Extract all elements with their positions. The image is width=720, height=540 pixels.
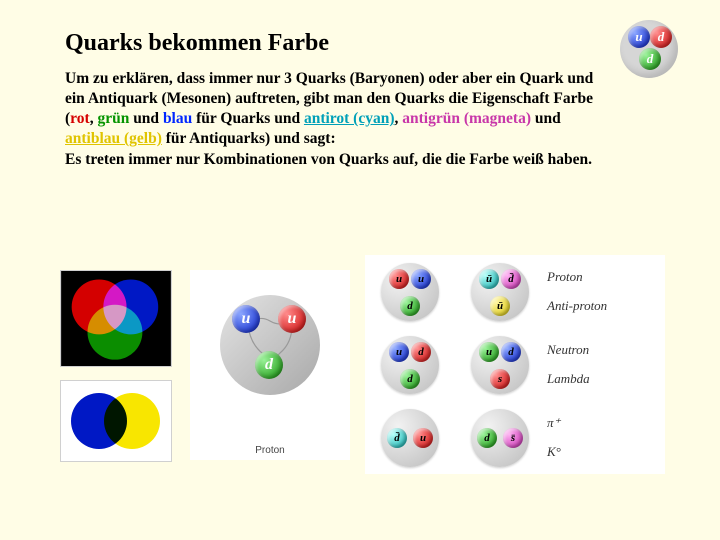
explanation-paragraph: Um zu erklären, dass immer nur 3 Quarks … (65, 69, 670, 170)
color-gruen: grün (97, 110, 129, 127)
text: für Quarks und (192, 110, 304, 127)
particle-label-col: Proton Anti-proton (545, 263, 607, 321)
particle-cell: uud (365, 263, 455, 321)
proton-quark: u (278, 305, 306, 333)
venn-by-svg (61, 381, 171, 461)
venn-rgb-svg (61, 271, 171, 366)
quark-mini: u (413, 428, 433, 448)
grid-row: d̄ u d s̄ π⁺ K° (365, 401, 665, 474)
text: für Antiquarks) und sagt: (162, 130, 336, 147)
quark-mini: d (400, 296, 420, 316)
particle-cell: ūd̄ū (455, 263, 545, 321)
corner-particle-icon: udd (620, 20, 680, 80)
proton-panel: uud Proton (190, 270, 350, 460)
quark-mini: d̄ (501, 269, 521, 289)
proton-sphere: uud (220, 295, 320, 395)
particle-grid: uudūd̄ūProtonAnti-protonuddudsNeutronLam… (365, 255, 665, 474)
color-antigruen: antigrün (magneta) (402, 110, 531, 127)
particle-label: π⁺ (547, 415, 561, 431)
venn-by (60, 380, 172, 462)
proton-quark: d (255, 351, 283, 379)
quark-mini: u (479, 342, 499, 362)
particle-label-col: π⁺ K° (545, 409, 561, 467)
particle-label: Neutron (547, 342, 590, 358)
hadron-sphere: d s̄ (471, 409, 529, 467)
hadron-sphere: ūd̄ū (471, 263, 529, 321)
hadron-sphere: uud (381, 263, 439, 321)
particle-cell: uds (455, 336, 545, 394)
page-title: Quarks bekommen Farbe (65, 30, 670, 57)
hadron-sphere: uds (471, 336, 529, 394)
quark-mini: u (389, 342, 409, 362)
text: und (129, 110, 163, 127)
particle-cell: d̄ u (365, 409, 455, 467)
quark-mini: d (477, 428, 497, 448)
grid-row: uudūd̄ūProtonAnti-proton (365, 255, 665, 328)
particle-cell: udd (365, 336, 455, 394)
particle-label-col: Neutron Lambda (545, 336, 590, 394)
particle-label: Lambda (547, 371, 590, 387)
quark-mini: s (490, 369, 510, 389)
quark-mini: ū (479, 269, 499, 289)
color-blau: blau (163, 110, 192, 127)
quark-mini: ū (490, 296, 510, 316)
proton-label: Proton (190, 445, 350, 456)
particle-label: Proton (547, 269, 607, 285)
quark-mini: s̄ (503, 428, 523, 448)
quark-mini: d (400, 369, 420, 389)
quark-mini: u (389, 269, 409, 289)
color-antiblau: antiblau (gelb) (65, 130, 162, 147)
proton-quark: u (232, 305, 260, 333)
hadron-sphere: d̄ u (381, 409, 439, 467)
color-rot: rot (70, 110, 90, 127)
particle-cell: d s̄ (455, 409, 545, 467)
quark-mini: d (411, 342, 431, 362)
quark-mini: d̄ (387, 428, 407, 448)
particle-label: Anti-proton (547, 298, 607, 314)
corner-quark: d (650, 26, 672, 48)
venn-rgb (60, 270, 172, 367)
quark-mini: u (411, 269, 431, 289)
text: Es treten immer nur Kombinationen von Qu… (65, 151, 592, 168)
color-antirot: antirot (cyan) (304, 110, 395, 127)
particle-label: K° (547, 444, 561, 460)
corner-quark: d (639, 48, 661, 70)
text: und (531, 110, 561, 127)
quark-mini: d (501, 342, 521, 362)
graphics-region: uud Proton uudūd̄ūProtonAnti-protonuddud… (60, 270, 660, 520)
hadron-sphere: udd (381, 336, 439, 394)
corner-quark: u (628, 26, 650, 48)
grid-row: uddudsNeutronLambda (365, 328, 665, 401)
